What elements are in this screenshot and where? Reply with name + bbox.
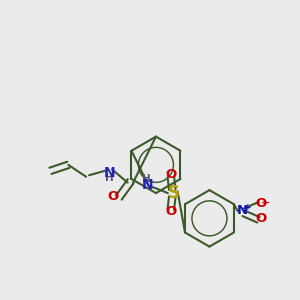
Text: O: O — [165, 168, 176, 181]
Text: O: O — [255, 212, 266, 225]
Text: −: − — [261, 198, 271, 208]
Text: O: O — [108, 190, 119, 203]
Text: S: S — [167, 184, 179, 202]
Text: O: O — [255, 197, 266, 210]
Text: H: H — [142, 174, 151, 184]
Text: N: N — [103, 166, 115, 180]
Text: N: N — [237, 204, 248, 218]
Text: N: N — [142, 178, 154, 192]
Text: +: + — [244, 203, 251, 212]
Text: O: O — [165, 205, 176, 218]
Text: H: H — [106, 173, 114, 183]
